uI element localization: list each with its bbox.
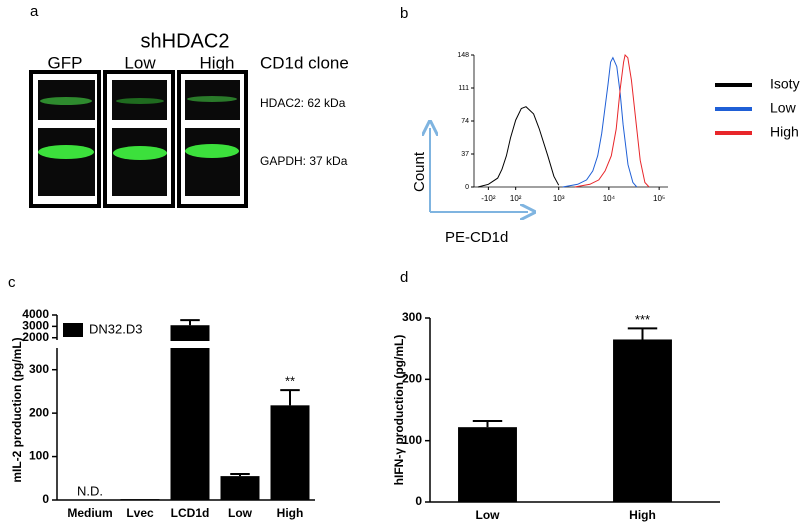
bar <box>613 339 672 502</box>
y-axis-label: Count <box>411 151 428 192</box>
x-tick-label: 10⁴ <box>603 194 616 203</box>
y-tick-label: 2000 <box>22 330 49 344</box>
y-tick-label: 0 <box>415 494 422 508</box>
y-tick-label: 74 <box>461 118 469 125</box>
histogram-line <box>477 106 560 188</box>
blot: shHDAC2 GFP Low High CD1d clone HDAC2: 6… <box>29 30 349 208</box>
x-tick-label: -10² <box>481 194 496 203</box>
y-tick-label: 300 <box>402 310 422 324</box>
y-tick-label: 4000 <box>22 307 49 321</box>
x-tick-label: Low <box>476 508 501 522</box>
y-tick-label: 0 <box>42 492 49 506</box>
y-tick-label: 100 <box>29 449 49 463</box>
lane-label: Low <box>124 53 156 72</box>
x-tick-label: 10² <box>510 194 522 203</box>
y-axis-label: mIL-2 production (pg/mL) <box>10 337 24 482</box>
y-tick-label: 0 <box>465 184 469 191</box>
panel-label: c <box>8 274 16 291</box>
legend-label: Isotype <box>770 76 800 92</box>
band-label: HDAC2: 62 kDa <box>260 96 346 110</box>
bar <box>270 405 310 500</box>
x-tick-label: 10³ <box>553 194 565 203</box>
y-tick-label: 200 <box>29 405 49 419</box>
bar <box>170 325 210 500</box>
x-tick-label: Low <box>228 506 253 520</box>
legend-label: High <box>770 124 799 140</box>
error-bar <box>230 472 250 477</box>
y-tick-label: 37 <box>461 151 469 158</box>
legend-label: DN32.D3 <box>89 321 142 336</box>
bar <box>458 427 517 502</box>
x-tick-label: High <box>629 508 656 522</box>
lane-label: High <box>200 53 235 72</box>
annotation: *** <box>635 312 650 327</box>
x-axis-label: PE-CD1d <box>445 229 508 246</box>
x-tick-label: LCD1d <box>171 506 210 520</box>
bar <box>220 476 260 500</box>
panel-label: a <box>30 3 39 20</box>
x-tick-label: 10⁵ <box>653 194 665 203</box>
y-tick-label: 200 <box>402 372 422 386</box>
y-tick-label: 100 <box>402 433 422 447</box>
histogram-line <box>574 53 650 188</box>
lane-label: GFP <box>48 53 83 72</box>
x-tick-label: Lvec <box>126 506 154 520</box>
annotation: N.D. <box>77 483 103 498</box>
axis-break-gap <box>169 341 211 348</box>
y-tick-label: 148 <box>457 52 469 59</box>
y-tick-label: 3000 <box>22 319 49 333</box>
legend-swatch <box>63 323 83 337</box>
error-bar <box>627 327 658 340</box>
panel-label: b <box>400 5 408 22</box>
y-tick-label: 111 <box>458 85 469 92</box>
annotation: ** <box>285 374 295 389</box>
x-tick-label: High <box>277 506 304 520</box>
panel-label: d <box>400 269 408 286</box>
band-label: GAPDH: 37 kDa <box>260 154 348 168</box>
y-tick-label: 300 <box>29 362 49 376</box>
x-tick-label: Medium <box>67 506 112 520</box>
blot-title: shHDAC2 <box>141 30 230 52</box>
lane-caption: CD1d clone <box>260 53 349 72</box>
legend-label: Low <box>770 100 797 116</box>
y-axis-label: hIFN-γ production (pg/mL) <box>392 335 406 486</box>
blot-lanes <box>29 70 248 208</box>
histogram-line <box>562 56 638 188</box>
error-bar <box>280 389 300 406</box>
bar <box>120 499 160 500</box>
error-bar <box>472 420 503 428</box>
error-bar <box>180 319 200 326</box>
